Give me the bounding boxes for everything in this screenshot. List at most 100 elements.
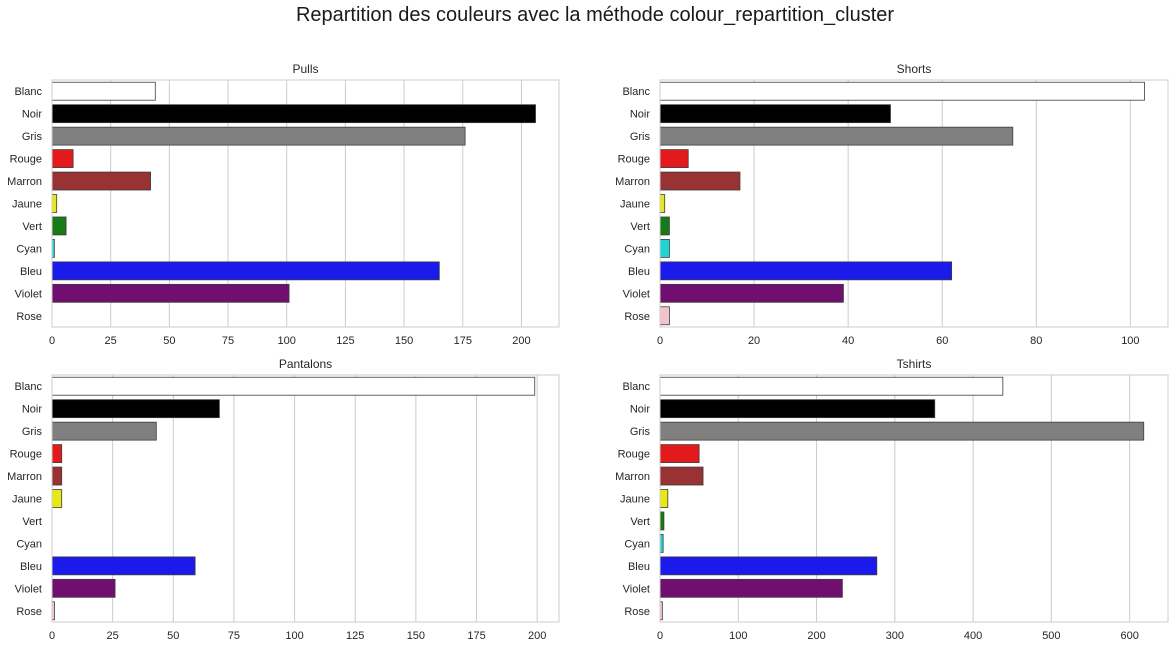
x-tick-label: 0 — [49, 335, 55, 347]
x-tick-label: 175 — [454, 335, 472, 347]
subplot-title: Pantalons — [279, 357, 332, 371]
y-tick-label: Blanc — [14, 381, 42, 393]
y-tick-label: Gris — [22, 131, 43, 143]
bar-blanc — [659, 81, 1145, 101]
bar-noir — [659, 104, 891, 124]
bar-bleu — [51, 261, 440, 281]
x-tick-label: 25 — [107, 630, 119, 642]
bar-violet — [659, 578, 843, 598]
y-tick-label: Marron — [7, 471, 42, 483]
y-tick-label: Rose — [624, 606, 650, 618]
y-tick-label: Rouge — [10, 154, 42, 166]
x-tick-label: 75 — [228, 630, 240, 642]
y-tick-label: Rouge — [618, 449, 650, 461]
x-tick-label: 200 — [528, 630, 546, 642]
bar-violet — [659, 283, 844, 303]
bar-marron — [51, 466, 63, 486]
bar-bleu — [659, 261, 953, 281]
y-tick-label: Noir — [22, 404, 43, 416]
chart-panel-tshirts: Blanc Noir Gris Rouge Marron Jaune Vert Cyan Ble… — [615, 357, 1169, 642]
figure-title: Repartition des couleurs avec la méthode… — [295, 4, 895, 26]
x-tick-label: 0 — [49, 630, 55, 642]
x-tick-label: 40 — [842, 335, 854, 347]
bar-noir — [51, 399, 220, 419]
y-tick-label: Vert — [22, 221, 42, 233]
bar-rouge — [659, 149, 689, 168]
y-tick-label: Bleu — [20, 561, 42, 573]
y-tick-label: Bleu — [628, 561, 650, 573]
x-tick-label: 200 — [512, 335, 530, 347]
x-tick-label: 60 — [936, 335, 948, 347]
x-tick-label: 100 — [278, 335, 296, 347]
x-tick-label: 600 — [1120, 630, 1138, 642]
x-tick-label: 0 — [657, 335, 663, 347]
bar-noir — [51, 104, 536, 124]
y-tick-label: Rose — [624, 311, 650, 323]
y-tick-label: Gris — [22, 426, 43, 438]
y-tick-label: Blanc — [622, 86, 650, 98]
y-tick-label: Cyan — [624, 243, 650, 255]
x-tick-label: 100 — [285, 630, 303, 642]
y-tick-label: Marron — [7, 176, 42, 188]
axes-frame — [51, 79, 560, 328]
x-tick-label: 125 — [346, 630, 364, 642]
y-tick-label: Cyan — [16, 243, 42, 255]
x-tick-label: 200 — [807, 630, 825, 642]
bar-noir — [659, 399, 936, 419]
y-tick-label: Rose — [16, 311, 42, 323]
bar-jaune — [659, 194, 666, 213]
bar-gris — [51, 126, 466, 146]
bar-blanc — [659, 376, 1004, 396]
y-tick-label: Blanc — [622, 381, 650, 393]
x-tick-label: 300 — [886, 630, 904, 642]
x-tick-label: 100 — [729, 630, 747, 642]
x-tick-label: 25 — [105, 335, 117, 347]
x-tick-label: 400 — [964, 630, 982, 642]
bar-jaune — [659, 489, 669, 508]
x-tick-label: 75 — [222, 335, 234, 347]
subplot-title: Shorts — [897, 62, 932, 76]
bar-marron — [659, 466, 704, 486]
chart-panel-shorts: Blanc Noir Gris Rouge Marron Jaune Vert Cyan Ble… — [615, 62, 1169, 347]
chart-panel-pantalons: Blanc Noir Gris Rouge Marron Jaune Vert Cyan Ble… — [7, 357, 560, 642]
bar-gris — [659, 421, 1145, 441]
y-tick-label: Rouge — [10, 449, 42, 461]
y-tick-label: Bleu — [628, 266, 650, 278]
x-tick-label: 500 — [1042, 630, 1060, 642]
y-tick-label: Vert — [22, 516, 42, 528]
y-tick-label: Jaune — [12, 199, 42, 211]
y-tick-label: Jaune — [620, 494, 650, 506]
y-tick-label: Noir — [630, 109, 651, 121]
x-tick-label: 100 — [1121, 335, 1139, 347]
x-tick-label: 20 — [748, 335, 760, 347]
bar-rose — [659, 306, 670, 326]
subplot-title: Pulls — [292, 62, 318, 76]
x-tick-label: 150 — [407, 630, 425, 642]
y-tick-label: Cyan — [16, 538, 42, 550]
y-tick-label: Rose — [16, 606, 42, 618]
chart-panel-pulls: Blanc Noir Gris Rouge Marron Jaune Vert Cyan Ble… — [7, 62, 560, 347]
y-tick-label: Jaune — [620, 199, 650, 211]
x-tick-label: 80 — [1030, 335, 1042, 347]
x-tick-label: 175 — [467, 630, 485, 642]
axes-frame — [659, 79, 1169, 328]
bar-marron — [659, 171, 741, 191]
subplot-title: Tshirts — [897, 357, 932, 371]
y-tick-label: Vert — [630, 516, 650, 528]
y-tick-label: Rouge — [618, 154, 650, 166]
bar-marron — [51, 171, 151, 191]
bar-jaune — [51, 489, 63, 508]
bar-bleu — [659, 556, 878, 576]
y-tick-label: Jaune — [12, 494, 42, 506]
y-tick-label: Violet — [15, 583, 42, 595]
y-tick-label: Blanc — [14, 86, 42, 98]
x-tick-label: 50 — [167, 630, 179, 642]
bar-violet — [51, 283, 290, 303]
bar-vert — [659, 511, 665, 531]
y-tick-label: Violet — [15, 288, 42, 300]
y-tick-label: Violet — [623, 583, 650, 595]
bar-blanc — [51, 81, 156, 101]
bar-gris — [51, 421, 157, 441]
bar-jaune — [51, 194, 58, 213]
